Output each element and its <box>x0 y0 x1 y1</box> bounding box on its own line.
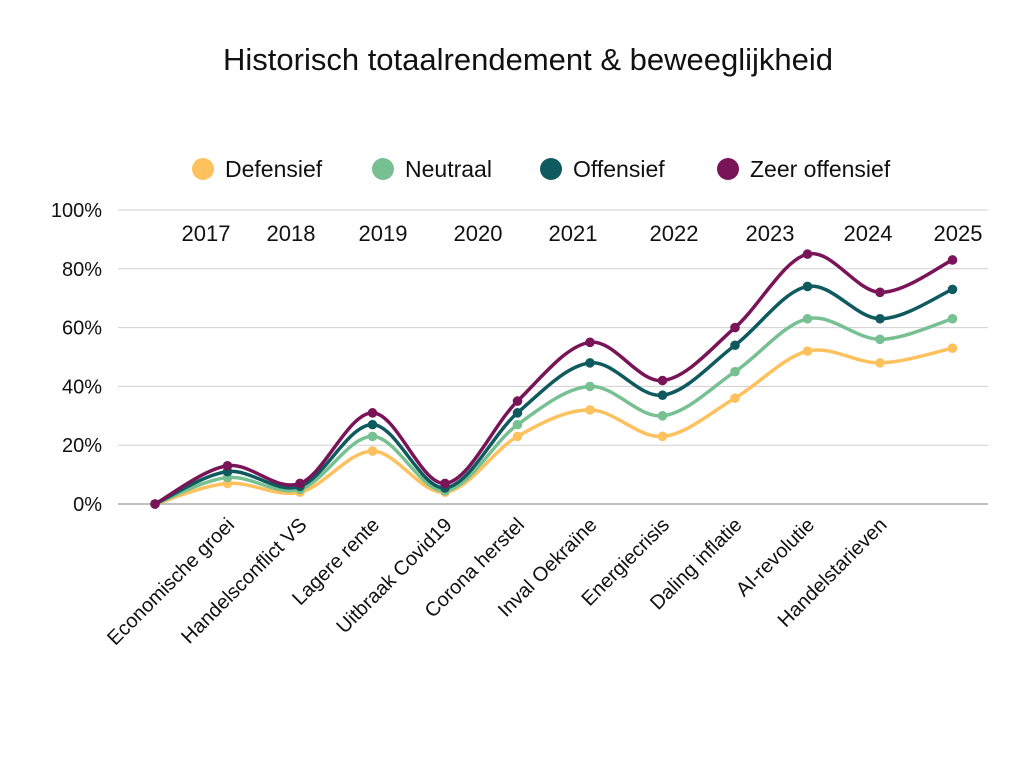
y-tick-label: 0% <box>73 494 102 516</box>
legend-item-zeer-offensief: Zeer offensief <box>717 156 891 182</box>
data-point <box>947 284 958 295</box>
data-point <box>512 419 523 430</box>
data-point <box>512 431 523 442</box>
data-point <box>802 346 813 356</box>
legend-item-neutraal: Neutraal <box>372 156 492 182</box>
data-point <box>585 381 595 392</box>
legend: Defensief Neutraal Offensief Zeer offensief <box>192 156 891 182</box>
data-point <box>440 478 450 489</box>
legend-marker <box>372 158 394 180</box>
year-label: 2024 <box>844 221 893 246</box>
data-point <box>875 334 885 345</box>
year-label: 2022 <box>650 221 699 246</box>
data-point <box>585 358 595 368</box>
data-point <box>657 390 668 401</box>
data-point <box>875 313 885 324</box>
legend-label: Offensief <box>573 156 665 182</box>
series-line <box>153 316 955 506</box>
data-point <box>730 340 740 351</box>
data-point <box>802 281 813 292</box>
data-point <box>875 287 885 298</box>
data-point <box>730 393 740 403</box>
year-label: 2020 <box>454 221 503 246</box>
data-point <box>512 396 523 406</box>
data-point <box>730 322 740 333</box>
data-point <box>367 408 378 418</box>
legend-label: Neutraal <box>405 156 492 182</box>
data-point <box>947 343 958 353</box>
legend-marker <box>717 158 739 180</box>
y-axis: 0% 20% 40% 60% 80% 100% <box>51 200 102 516</box>
y-tick-label: 100% <box>51 200 102 222</box>
data-point <box>585 337 595 348</box>
series-line <box>153 284 955 506</box>
data-point <box>367 446 378 456</box>
y-tick-label: 80% <box>62 259 102 281</box>
data-point <box>730 366 740 377</box>
data-point <box>657 431 668 442</box>
year-label: 2021 <box>549 221 598 246</box>
x-category-label: Economische groei <box>103 514 239 650</box>
year-label: 2017 <box>182 221 231 246</box>
series-offensief <box>150 281 958 509</box>
legend-item-offensief: Offensief <box>540 156 665 182</box>
gridlines <box>118 209 988 505</box>
data-point <box>367 419 378 430</box>
data-point <box>222 460 233 471</box>
legend-marker <box>540 158 562 180</box>
year-labels: 2017 2018 2019 2020 2021 2022 2023 2024 2025 <box>182 221 983 246</box>
data-point <box>802 313 813 324</box>
year-label: 2023 <box>746 221 795 246</box>
chart-title: Historisch totaalrendement & beweeglijkh… <box>223 42 833 77</box>
year-label: 2025 <box>934 221 983 246</box>
data-point <box>657 375 668 386</box>
data-point <box>150 499 160 509</box>
year-label: 2019 <box>359 221 408 246</box>
year-label: 2018 <box>267 221 316 246</box>
series-line <box>153 251 955 506</box>
data-point <box>802 249 813 259</box>
legend-label: Zeer offensief <box>750 156 891 182</box>
data-point <box>875 358 885 368</box>
x-category-label: Handelsconflict VS <box>177 514 311 648</box>
data-point <box>657 411 668 421</box>
data-point <box>367 431 378 442</box>
data-point <box>947 313 958 324</box>
legend-label: Defensief <box>225 156 323 182</box>
y-tick-label: 60% <box>62 318 102 340</box>
data-point <box>512 408 523 418</box>
legend-item-defensief: Defensief <box>192 156 323 182</box>
data-point <box>947 255 958 265</box>
y-tick-label: 40% <box>62 376 102 398</box>
series-lines <box>150 249 958 509</box>
data-point <box>295 478 305 489</box>
data-point <box>585 405 595 415</box>
y-tick-label: 20% <box>62 435 102 457</box>
series-zeer-offensief <box>150 249 958 509</box>
legend-marker <box>192 158 214 180</box>
